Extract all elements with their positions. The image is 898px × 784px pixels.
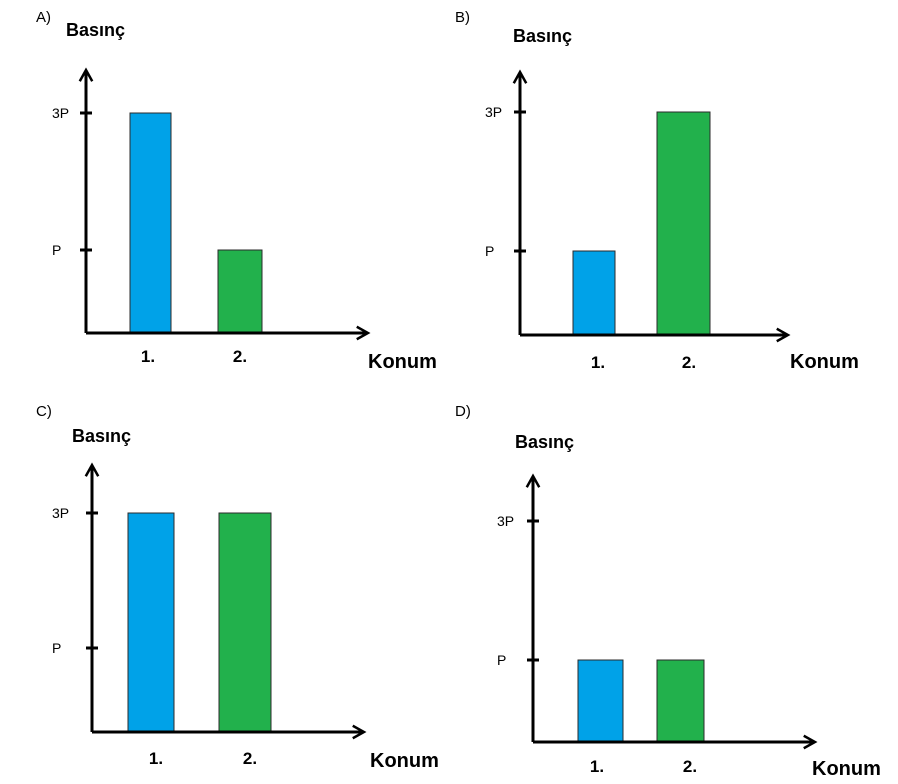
panel-letter: B) xyxy=(455,9,470,26)
chart-panel: C) Basınç P 3P 1. 2. Konum xyxy=(36,403,439,772)
x-axis-label: Konum xyxy=(790,351,859,373)
chart-panel: B) Basınç P 3P 1. 2. Konum xyxy=(455,9,859,373)
x-tick-label: 1. xyxy=(590,757,604,776)
x-tick-label: 1. xyxy=(141,347,155,366)
y-tick-label: P xyxy=(497,652,506,668)
x-axis-label: Konum xyxy=(368,351,437,373)
chart-panel: D) Basınç P 3P 1. 2. Konum xyxy=(455,403,881,780)
panel-letter: A) xyxy=(36,9,51,26)
y-tick-label: 3P xyxy=(497,513,514,529)
y-axis-label: Basınç xyxy=(513,26,572,46)
bar-1 xyxy=(129,112,172,333)
bar-2 xyxy=(218,512,272,732)
panel-letter: D) xyxy=(455,403,471,420)
x-tick-label: 2. xyxy=(233,347,247,366)
x-axis-label: Konum xyxy=(812,758,881,780)
y-tick-label: P xyxy=(52,242,61,258)
x-tick-label: 2. xyxy=(682,353,696,372)
y-tick-label: P xyxy=(52,640,61,656)
x-tick-label: 2. xyxy=(243,749,257,768)
y-axis-label: Basınç xyxy=(515,432,574,452)
x-tick-label: 2. xyxy=(683,757,697,776)
bar-1 xyxy=(127,512,175,732)
y-tick-label: 3P xyxy=(485,104,502,120)
bar-1 xyxy=(572,250,616,335)
y-axis-label: Basınç xyxy=(72,426,131,446)
y-tick-label: P xyxy=(485,243,494,259)
y-tick-label: 3P xyxy=(52,505,69,521)
bar-2 xyxy=(217,249,263,333)
x-tick-label: 1. xyxy=(591,353,605,372)
x-tick-label: 1. xyxy=(149,749,163,768)
y-axis-label: Basınç xyxy=(66,20,125,40)
y-tick-label: 3P xyxy=(52,105,69,121)
chart-panel: A) Basınç P 3P 1. 2. Konum xyxy=(36,9,437,373)
x-axis-label: Konum xyxy=(370,750,439,772)
bar-2 xyxy=(656,111,711,335)
bar-2 xyxy=(656,659,705,742)
panel-letter: C) xyxy=(36,403,52,420)
bar-1 xyxy=(577,659,624,742)
